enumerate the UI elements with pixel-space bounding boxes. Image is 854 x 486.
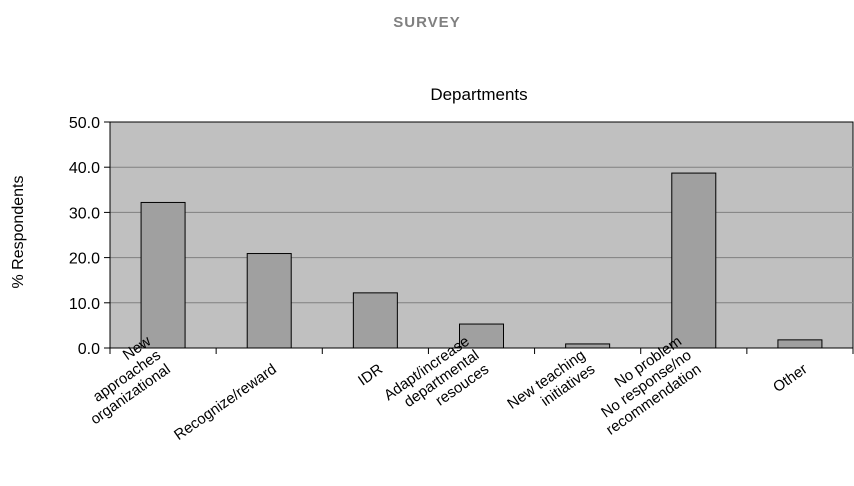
x-category-label: Recognize/reward xyxy=(171,361,280,444)
plot-area: 0.010.020.030.040.050.0Newapproachesorga… xyxy=(69,115,854,444)
x-category-label: Other xyxy=(770,361,810,396)
y-tick-label: 30.0 xyxy=(69,205,100,222)
page-title: SURVEY xyxy=(393,14,461,31)
y-tick-label: 0.0 xyxy=(78,341,100,358)
x-category-label: New teachinginitiatives xyxy=(504,347,598,427)
x-category-label: IDR xyxy=(355,361,386,390)
chart-title: Departments xyxy=(430,85,527,104)
bar xyxy=(246,253,292,349)
bar xyxy=(140,201,186,349)
bar xyxy=(671,172,717,349)
x-category-label-line: Other xyxy=(770,361,810,396)
bar xyxy=(352,292,398,349)
bar xyxy=(777,339,823,349)
x-category-label-line: IDR xyxy=(355,361,386,390)
y-tick-label: 20.0 xyxy=(69,251,100,268)
plot-background xyxy=(109,121,854,349)
y-tick-label: 40.0 xyxy=(69,160,100,177)
x-category-label: No problemNo response/norecommendation xyxy=(584,333,705,439)
y-tick-label: 50.0 xyxy=(69,115,100,132)
y-tick-label: 10.0 xyxy=(69,296,100,313)
y-axis-label: % Respondents xyxy=(10,176,27,289)
x-category-label-line: Recognize/reward xyxy=(171,361,280,444)
bar xyxy=(459,323,504,349)
bar xyxy=(565,343,611,349)
